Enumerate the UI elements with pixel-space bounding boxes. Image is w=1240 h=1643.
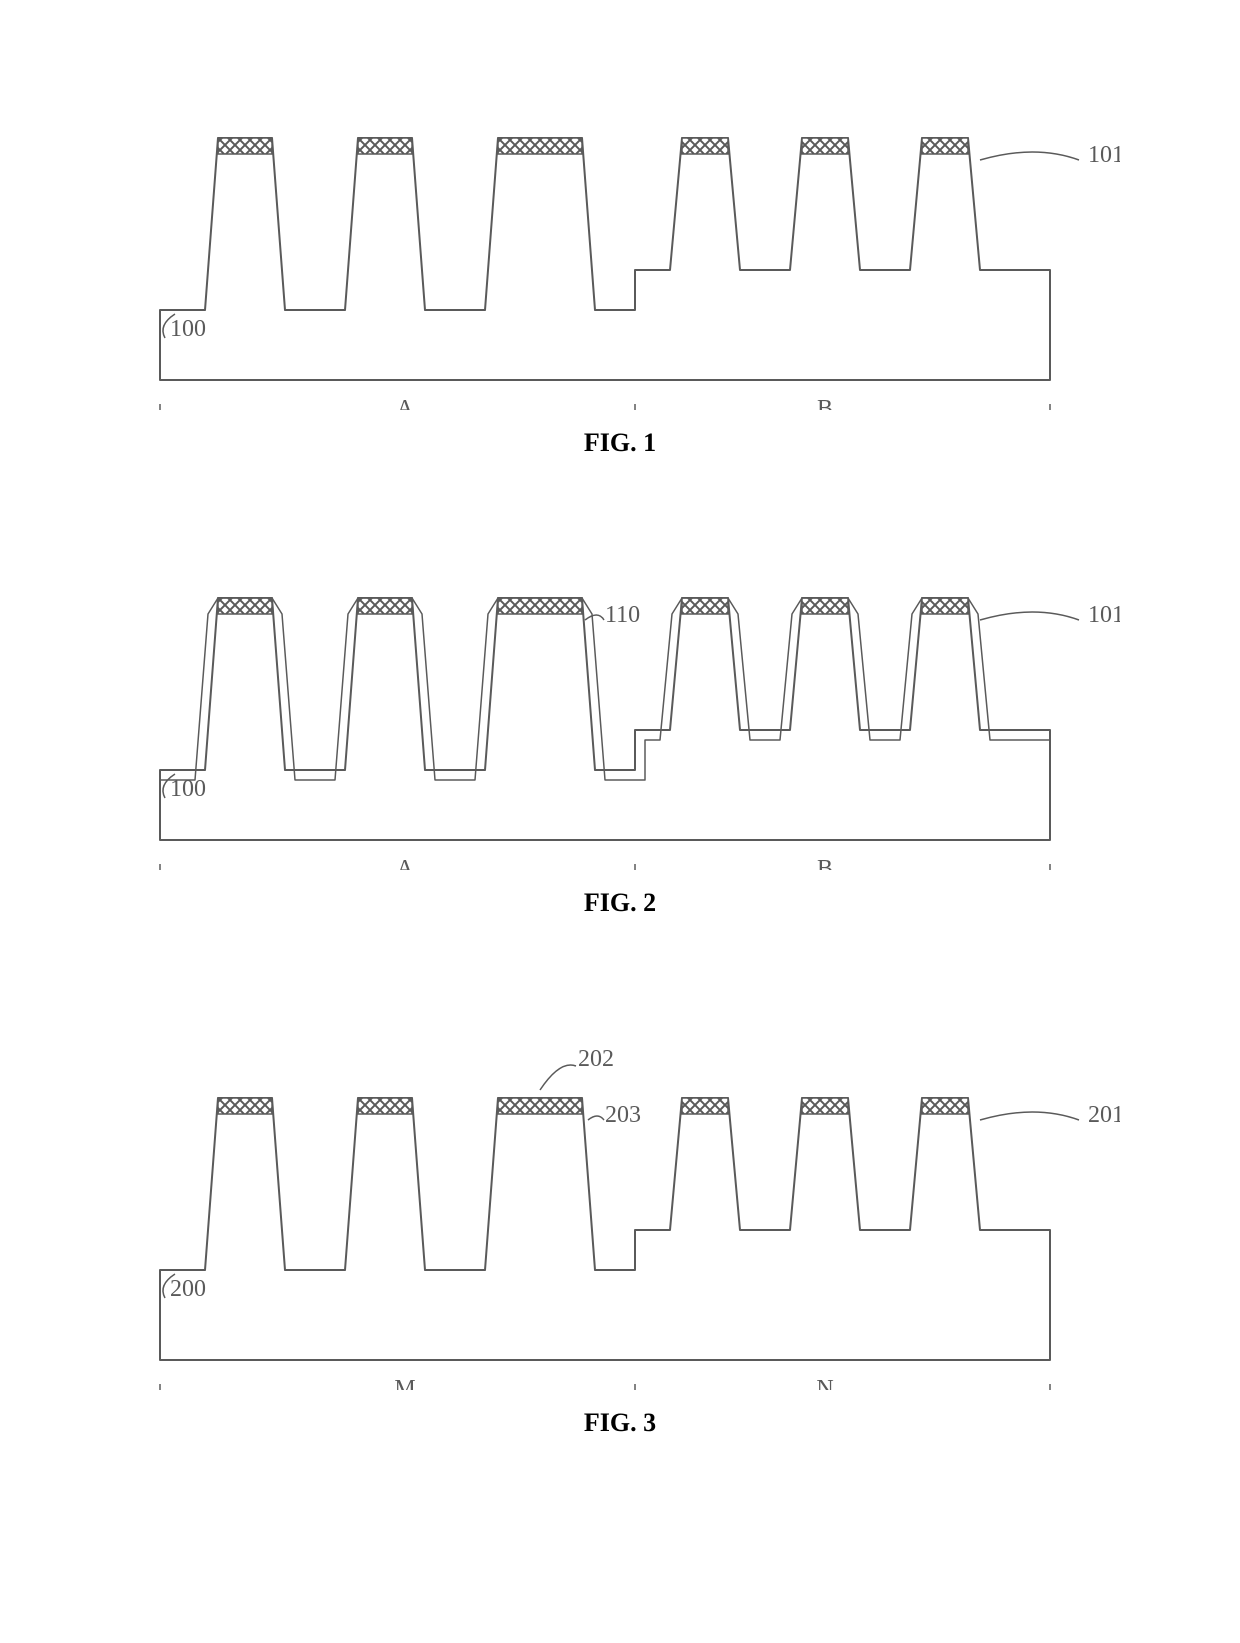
leader-line [540, 1065, 576, 1090]
reference-label: 100 [170, 316, 206, 342]
fin-cap-hatch [358, 598, 412, 614]
leader-line [980, 612, 1079, 620]
region-label-right: B [817, 396, 833, 410]
fin-cap-hatch [498, 1098, 582, 1114]
reference-label: 100 [170, 776, 206, 802]
reference-label: 101 [1088, 142, 1120, 168]
fin-cap-hatch [218, 138, 272, 154]
figure-2-svg: A B 110 101 100 [120, 540, 1120, 870]
page: A B 101 100 FIG. 1 A B 110 101 100 FIG. 2 M N 202… [0, 0, 1240, 1643]
leader-line [588, 1116, 604, 1120]
fin-cap-hatch [922, 1098, 968, 1114]
fin-cap-hatch [802, 598, 848, 614]
substrate-outline [160, 1098, 1050, 1360]
reference-label: 200 [170, 1276, 206, 1302]
fin-cap-hatch [802, 138, 848, 154]
figure-1-svg: A B 101 100 [120, 80, 1120, 410]
fin-cap-hatch [358, 138, 412, 154]
region-label-left: M [394, 1376, 415, 1390]
reference-label: 201 [1088, 1102, 1120, 1128]
leader-line [980, 1112, 1079, 1120]
fin-cap-hatch [358, 1098, 412, 1114]
fin-cap-hatch [682, 1098, 728, 1114]
region-label-left: A [396, 396, 414, 410]
reference-label: 110 [605, 602, 640, 628]
substrate-outline [160, 598, 1050, 840]
fin-cap-hatch [802, 1098, 848, 1114]
leader-line [980, 152, 1079, 160]
fin-cap-hatch [218, 1098, 272, 1114]
region-label-right: N [816, 1376, 833, 1390]
region-label-right: B [817, 856, 833, 870]
reference-label: 101 [1088, 602, 1120, 628]
region-label-left: A [396, 856, 414, 870]
fin-cap-hatch [682, 598, 728, 614]
figure-2-caption: FIG. 2 [0, 888, 1240, 918]
fin-cap-hatch [498, 138, 582, 154]
fin-cap-hatch [218, 598, 272, 614]
fin-cap-hatch [922, 138, 968, 154]
fin-cap-hatch [922, 598, 968, 614]
fin-cap-hatch [682, 138, 728, 154]
substrate-outline [160, 138, 1050, 380]
leader-line [585, 615, 604, 620]
reference-label: 203 [605, 1102, 641, 1128]
figure-3-caption: FIG. 3 [0, 1408, 1240, 1438]
figure-1-caption: FIG. 1 [0, 428, 1240, 458]
figure-3-svg: M N 202 203 201 200 [120, 1040, 1120, 1390]
fin-cap-hatch [498, 598, 582, 614]
reference-label: 202 [578, 1046, 614, 1072]
